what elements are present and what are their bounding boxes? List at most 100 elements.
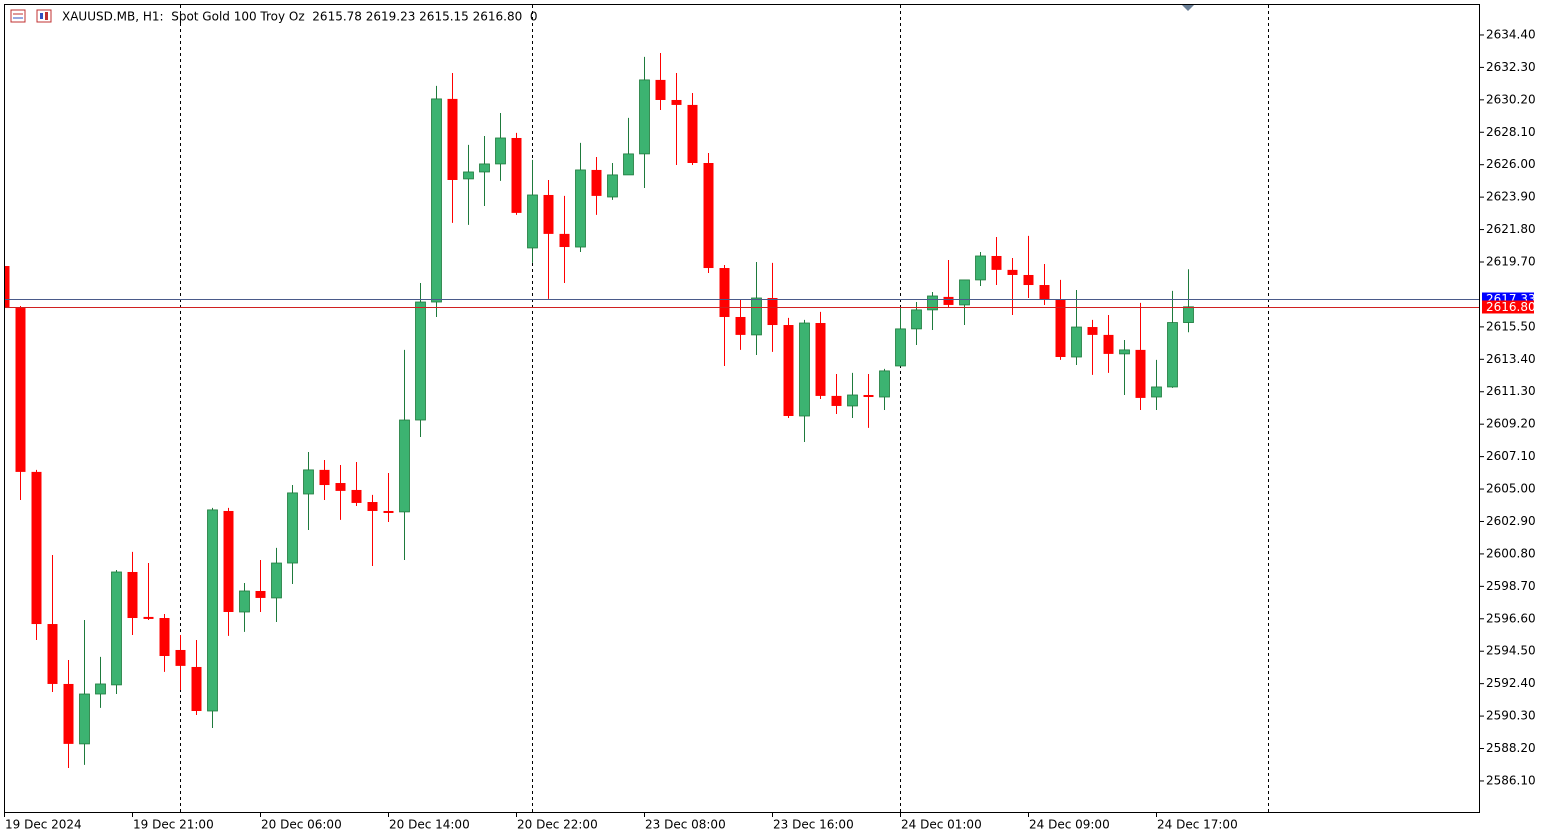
icon-bar [45, 12, 48, 20]
candle-body [719, 268, 730, 317]
candle-body [511, 137, 522, 213]
candle-body [1007, 269, 1018, 275]
header-text: XAUUSD.MB, H1: Spot Gold 100 Troy Oz 261… [62, 10, 538, 24]
candle-body [863, 394, 874, 397]
x-tick-label: 24 Dec 17:00 [1157, 818, 1238, 832]
candle-body [623, 153, 634, 176]
candle-body [767, 297, 778, 326]
candle-body [239, 590, 250, 613]
candle-body [815, 323, 826, 396]
candle-body [559, 233, 570, 248]
candle-body [655, 79, 666, 100]
x-tick-label: 24 Dec 09:00 [1029, 818, 1110, 832]
y-tick-label: 2628.10 [1486, 125, 1536, 139]
x-tick-label: 19 Dec 21:00 [133, 818, 214, 832]
candle-body [271, 562, 282, 599]
candle-body [1119, 349, 1130, 355]
candle-body [95, 683, 106, 695]
y-tick-label: 2602.90 [1486, 514, 1536, 528]
candles [4, 53, 1480, 768]
candle-body [383, 510, 394, 513]
candle-body [911, 309, 922, 330]
candle-body [799, 322, 810, 417]
candle-body [79, 693, 90, 745]
candle-body [703, 163, 714, 269]
y-tick-label: 2600.80 [1486, 546, 1536, 560]
axes: 2634.40 2632.30 2630.20 2628.10 2626.00 2623.… [4, 27, 1536, 832]
candle-body [175, 649, 186, 666]
y-tick-label: 2626.00 [1486, 157, 1536, 171]
y-tick-label: 2598.70 [1486, 579, 1536, 593]
candle-body [543, 194, 554, 234]
candle-body [415, 301, 426, 421]
candle-body [463, 171, 474, 180]
candle-body [927, 295, 938, 311]
candle-body [495, 137, 506, 165]
candle-body [1023, 274, 1034, 286]
y-tick-label: 2623.90 [1486, 190, 1536, 204]
x-tick-label: 20 Dec 14:00 [389, 818, 470, 832]
candle-body [959, 279, 970, 306]
y-tick-label: 2590.30 [1486, 709, 1536, 723]
candle-body [783, 325, 794, 416]
y-tick-label: 2634.40 [1486, 27, 1536, 41]
candle-body [1103, 334, 1114, 354]
candle-body [15, 308, 26, 472]
y-tick-label: 2594.50 [1486, 644, 1536, 658]
candle-body [527, 194, 538, 249]
candle-body [591, 169, 602, 196]
candle-body [287, 492, 298, 564]
candle-body [831, 395, 842, 406]
candle-body [4, 266, 10, 309]
candle-body [1167, 322, 1178, 388]
candle-body [879, 370, 890, 398]
candle-body [335, 483, 346, 491]
y-tick-label: 2609.20 [1486, 417, 1536, 431]
plot-border [4, 4, 1480, 813]
candle-body [751, 297, 762, 336]
price-label-box [1482, 300, 1534, 314]
candle-body [607, 174, 618, 198]
candle-body [207, 509, 218, 712]
y-tick-label: 2592.40 [1486, 676, 1536, 690]
candle-body [447, 98, 458, 180]
candle-body [399, 419, 410, 513]
y-tick-label: 2613.40 [1486, 352, 1536, 366]
price-label: 2616.80 [1486, 300, 1536, 314]
candle-body [431, 98, 442, 303]
candle-body [1135, 349, 1146, 398]
x-tick-label: 20 Dec 22:00 [517, 818, 598, 832]
y-tick-label: 2607.10 [1486, 449, 1536, 463]
y-tick-label: 2630.20 [1486, 92, 1536, 106]
candle-body [687, 104, 698, 164]
y-tick-label: 2605.00 [1486, 482, 1536, 496]
candle-body [47, 624, 58, 684]
y-tick-label: 2586.10 [1486, 773, 1536, 787]
candle-body [223, 510, 234, 612]
candle-body [847, 394, 858, 407]
candle-body [159, 618, 170, 657]
candle-body [1071, 326, 1082, 358]
candle-body [639, 79, 650, 155]
candle-body [255, 590, 266, 598]
candle-body [671, 99, 682, 105]
candle-body [895, 328, 906, 367]
y-tick-label: 2615.50 [1486, 319, 1536, 333]
x-tick-label: 20 Dec 06:00 [261, 818, 342, 832]
candle-body [127, 571, 138, 619]
header: XAUUSD.MB, H1: Spot Gold 100 Troy Oz 261… [10, 9, 538, 24]
x-tick-label: 23 Dec 16:00 [773, 818, 854, 832]
candle-body [1151, 386, 1162, 398]
candle-body [191, 666, 202, 711]
candle-body [1087, 327, 1098, 335]
candle-body [111, 571, 122, 686]
candle-body [943, 296, 954, 305]
candle-body [319, 469, 330, 486]
candle-body [575, 169, 586, 248]
x-tick-label: 19 Dec 2024 [5, 818, 82, 832]
y-tick-label: 2588.20 [1486, 741, 1536, 755]
y-tick-label: 2632.30 [1486, 60, 1536, 74]
